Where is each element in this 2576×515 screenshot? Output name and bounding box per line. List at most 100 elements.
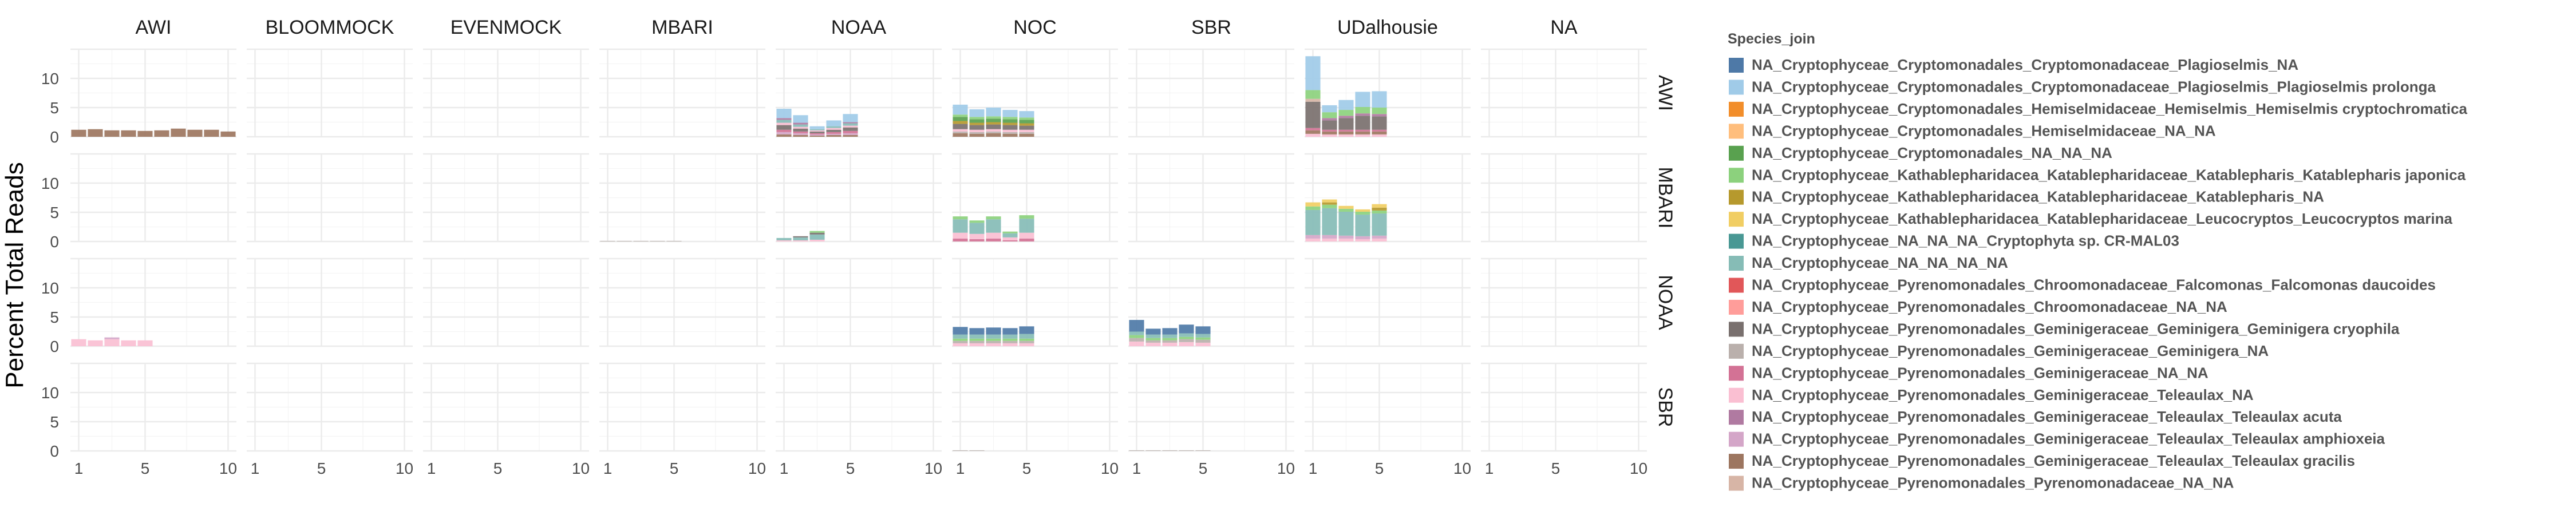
bar-segment bbox=[793, 122, 808, 125]
panel-awi-mbari bbox=[599, 48, 765, 138]
legend-swatch bbox=[1729, 387, 1744, 403]
bar-segment bbox=[1002, 122, 1018, 125]
bar-segment bbox=[809, 231, 825, 233]
legend-swatch bbox=[1729, 278, 1744, 293]
row-facet-label: MBARI bbox=[1654, 167, 1676, 229]
y-tick-label: 10 bbox=[41, 384, 59, 402]
panel-awi-sbr bbox=[1128, 48, 1294, 138]
bar-segment bbox=[1372, 235, 1387, 239]
legend-swatch bbox=[1729, 322, 1744, 337]
bar-segment bbox=[1019, 123, 1034, 126]
bar-segment bbox=[1162, 338, 1178, 340]
bar-segment bbox=[1002, 133, 1018, 137]
bars-mbari-noc bbox=[953, 215, 1034, 241]
bar-segment bbox=[1145, 340, 1161, 343]
bar-segment bbox=[1129, 335, 1144, 338]
panel-noaa-udalhousie bbox=[1305, 258, 1471, 347]
bar-segment bbox=[826, 134, 841, 137]
x-tick-label: 5 bbox=[1022, 459, 1032, 477]
row-facet-label: SBR bbox=[1654, 387, 1676, 427]
legend-swatch bbox=[1729, 168, 1744, 183]
y-axis-title: Percent Total Reads bbox=[1, 162, 29, 388]
legend-label: NA_Cryptophyceae_NA_NA_NA_NA bbox=[1752, 254, 2008, 271]
x-tick-label: 10 bbox=[748, 459, 766, 477]
bar-segment bbox=[1195, 334, 1211, 338]
bar-segment bbox=[1002, 110, 1018, 117]
bar-segment bbox=[1002, 328, 1018, 335]
bar-segment bbox=[969, 122, 985, 125]
y-tick-label: 5 bbox=[50, 204, 59, 221]
bar-segment bbox=[953, 216, 968, 220]
bar-segment bbox=[1129, 341, 1144, 346]
legend-item: NA_Cryptophyceae_Cryptomonadales_Hemisel… bbox=[1729, 100, 2468, 117]
bar-segment bbox=[154, 130, 169, 137]
bar-segment bbox=[1019, 215, 1034, 219]
panel-mbari-awi bbox=[70, 153, 236, 243]
bar-segment bbox=[1322, 238, 1337, 241]
bar-segment bbox=[986, 340, 1001, 343]
bar-segment bbox=[953, 104, 968, 115]
bar-segment bbox=[969, 340, 985, 343]
bars-noaa-awi bbox=[71, 337, 153, 346]
y-tick-label: 10 bbox=[41, 70, 59, 88]
x-tick-label: 1 bbox=[74, 459, 84, 477]
bar-segment bbox=[137, 340, 153, 346]
bar-segment bbox=[843, 114, 858, 122]
bar-segment bbox=[986, 129, 1001, 132]
legend-label: NA_Cryptophyceae_Cryptomonadales_Cryptom… bbox=[1752, 56, 2298, 73]
bar-segment bbox=[793, 133, 808, 135]
legend-swatch bbox=[1729, 476, 1744, 491]
x-tick-label: 10 bbox=[1630, 459, 1647, 477]
bar-segment bbox=[1002, 129, 1018, 132]
legend-swatch bbox=[1729, 58, 1744, 73]
panel-mbari-na bbox=[1481, 153, 1647, 243]
legend-item: NA_Cryptophyceae_Pyrenomonadales_Chroomo… bbox=[1729, 276, 2436, 294]
bar-segment bbox=[986, 238, 1001, 241]
bar-segment bbox=[171, 128, 186, 137]
legend-swatch bbox=[1729, 145, 1744, 161]
legend-swatch bbox=[1729, 343, 1744, 359]
legend-label: NA_Cryptophyceae_Cryptomonadales_Hemisel… bbox=[1752, 100, 2468, 117]
bar-segment bbox=[1145, 328, 1161, 335]
legend-item: NA_Cryptophyceae_Pyrenomonadales_Geminig… bbox=[1729, 408, 2342, 425]
panel-awi-evenmock bbox=[423, 48, 589, 138]
bar-segment bbox=[986, 116, 1001, 119]
bar-segment bbox=[986, 133, 1001, 137]
x-tick-label: 1 bbox=[427, 459, 436, 477]
bar-segment bbox=[1355, 211, 1370, 215]
bar-segment bbox=[204, 129, 219, 137]
y-tick-label: 0 bbox=[50, 128, 59, 146]
bar-segment bbox=[220, 131, 236, 137]
bar-segment bbox=[953, 121, 968, 124]
bar-segment bbox=[969, 132, 985, 134]
bar-segment bbox=[1338, 238, 1354, 241]
column-facet-label: SBR bbox=[1191, 17, 1231, 38]
legend-swatch bbox=[1729, 431, 1744, 447]
x-tick-label: 1 bbox=[1485, 459, 1494, 477]
legend-label: NA_Cryptophyceae_Pyrenomonadales_Geminig… bbox=[1752, 342, 2269, 359]
bar-segment bbox=[986, 219, 1001, 233]
bar-segment bbox=[1322, 134, 1337, 137]
bar-segment bbox=[1305, 206, 1321, 210]
bar-segment bbox=[986, 216, 1001, 220]
bar-segment bbox=[969, 129, 985, 132]
bar-segment bbox=[1372, 129, 1387, 132]
bar-segment bbox=[1355, 236, 1370, 239]
bar-segment bbox=[1162, 334, 1178, 338]
panel-noaa-bloommock bbox=[247, 258, 413, 347]
bar-segment bbox=[1322, 202, 1337, 205]
bar-segment bbox=[1338, 116, 1354, 118]
bar-segment bbox=[1355, 239, 1370, 241]
bar-segment bbox=[793, 240, 808, 241]
bar-segment bbox=[1338, 134, 1354, 137]
x-tick-label: 5 bbox=[846, 459, 855, 477]
bars-mbari-noaa bbox=[776, 231, 825, 241]
bar-segment bbox=[986, 338, 1001, 341]
bar-segment bbox=[969, 334, 985, 339]
bar-segment bbox=[776, 125, 792, 130]
bar-segment bbox=[1305, 235, 1321, 239]
column-facet-label: UDalhousie bbox=[1337, 17, 1438, 38]
x-tick-label: 5 bbox=[1199, 459, 1208, 477]
bar-segment bbox=[1355, 129, 1370, 132]
bar-segment bbox=[776, 134, 792, 137]
